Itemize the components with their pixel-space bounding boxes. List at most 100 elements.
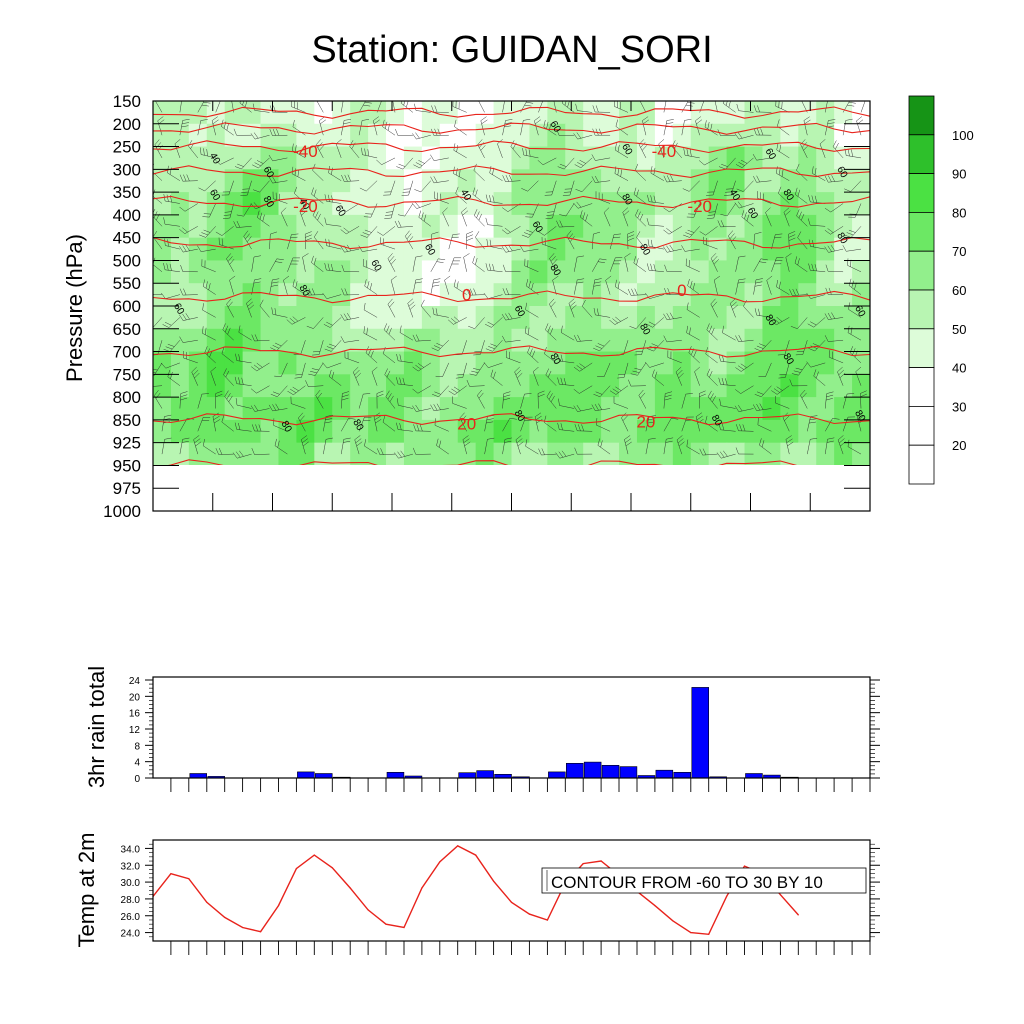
wind-barb [161,414,172,432]
humidity-cell [314,374,333,398]
temperature-point [510,901,513,903]
humidity-cell [690,192,710,216]
humidity-cell [457,419,477,444]
humidity-cell [816,123,835,148]
wind-barb [221,180,234,196]
pressure-tick-label: 500 [113,251,141,270]
wind-barb [431,105,449,113]
temperature-point [726,895,728,898]
humidity-cell [780,101,799,125]
humidity-cell [242,306,262,330]
humidity-cell [547,101,566,125]
wind-barb [824,226,844,235]
wind-barb [229,275,236,295]
humidity-cell [762,146,781,170]
wind-barb [153,362,163,376]
wind-barb [363,326,378,341]
humidity-cell [529,351,548,375]
humidity-cell [816,442,835,465]
wind-barb [444,275,451,295]
humidity-cell [690,146,710,170]
wind-barb [573,404,593,412]
pressure-tick-label: 300 [113,160,141,179]
humidity-cell [224,214,244,239]
humidity-cell [636,328,656,353]
wind-barb [552,275,559,295]
temperature-point [439,861,441,863]
humidity-cell [726,374,746,398]
wind-barb [179,226,198,234]
humidity-cell [690,306,710,330]
humidity-cell [762,192,781,216]
wind-barb [735,334,754,342]
wind-barb [543,120,557,136]
wind-barb [663,244,682,253]
humidity-cell [690,169,710,193]
wind-barb [633,256,647,272]
humidity-cell [529,192,548,216]
wind-barb [724,180,736,196]
humidity-cell [206,374,226,398]
wind-barb [771,257,784,272]
wind-barb [431,340,449,351]
wind-barb [778,362,790,379]
wind-barb [860,390,867,409]
humidity-cell [332,123,351,148]
wind-barb [837,366,846,386]
wind-barb [233,128,252,136]
humidity-cell [403,192,423,216]
humidity-cell [153,328,172,353]
pressure-tick-label: 1000 [103,502,141,521]
wind-barb [566,230,575,250]
wind-barb [800,139,809,159]
humidity-cell [332,397,351,421]
wind-barb [687,278,700,295]
rain-bar [655,769,674,779]
humidity-cell [834,306,853,330]
rain-bar [458,772,476,779]
temperature-contour-line [153,165,870,178]
wind-barb [323,437,333,455]
humidity-cell [314,283,333,307]
temperature-contour-line [153,122,870,135]
temperature-contour-line [167,459,798,465]
wind-barb [448,316,467,325]
humidity-colorbar: 20 30 40 50 60 70 80 90 100 [908,95,974,485]
wind-barb [455,362,467,379]
wind-barb [373,412,382,432]
wind-barb [794,256,808,272]
humidity-contour-label: 80 [512,408,527,424]
wind-barb [468,317,485,329]
wind-barb [384,368,396,386]
humidity-contour-label: 80 [261,194,276,210]
humidity-cell [511,237,531,262]
wind-barb [340,244,360,253]
wind-barb [825,264,844,273]
humidity-cell [170,123,190,148]
humidity-cell [726,283,746,307]
humidity-cell [744,419,764,444]
humidity-cell [206,328,226,353]
humidity-cell [798,283,817,307]
humidity-cell [332,146,351,170]
humidity-cell [224,123,244,148]
wind-barb [707,390,718,409]
humidity-cell [260,146,280,170]
wind-barb [825,418,840,432]
wind-barb [197,101,211,113]
humidity-cell [726,169,746,193]
temperature-point [295,868,297,870]
wind-barb [795,187,808,204]
wind-barb [776,142,790,159]
wind-barb [527,346,539,364]
humidity-cell [672,214,692,239]
humidity-contour-label: 60 [619,142,634,158]
humidity-cell [852,306,870,330]
wind-barb [358,393,371,409]
temp-y-tick-label: 28.0 [121,895,141,906]
humidity-contour-label: 40 [727,188,742,204]
humidity-cell [439,351,459,375]
wind-barb [251,334,270,342]
wind-barb [545,368,557,386]
wind-barb [502,174,521,182]
